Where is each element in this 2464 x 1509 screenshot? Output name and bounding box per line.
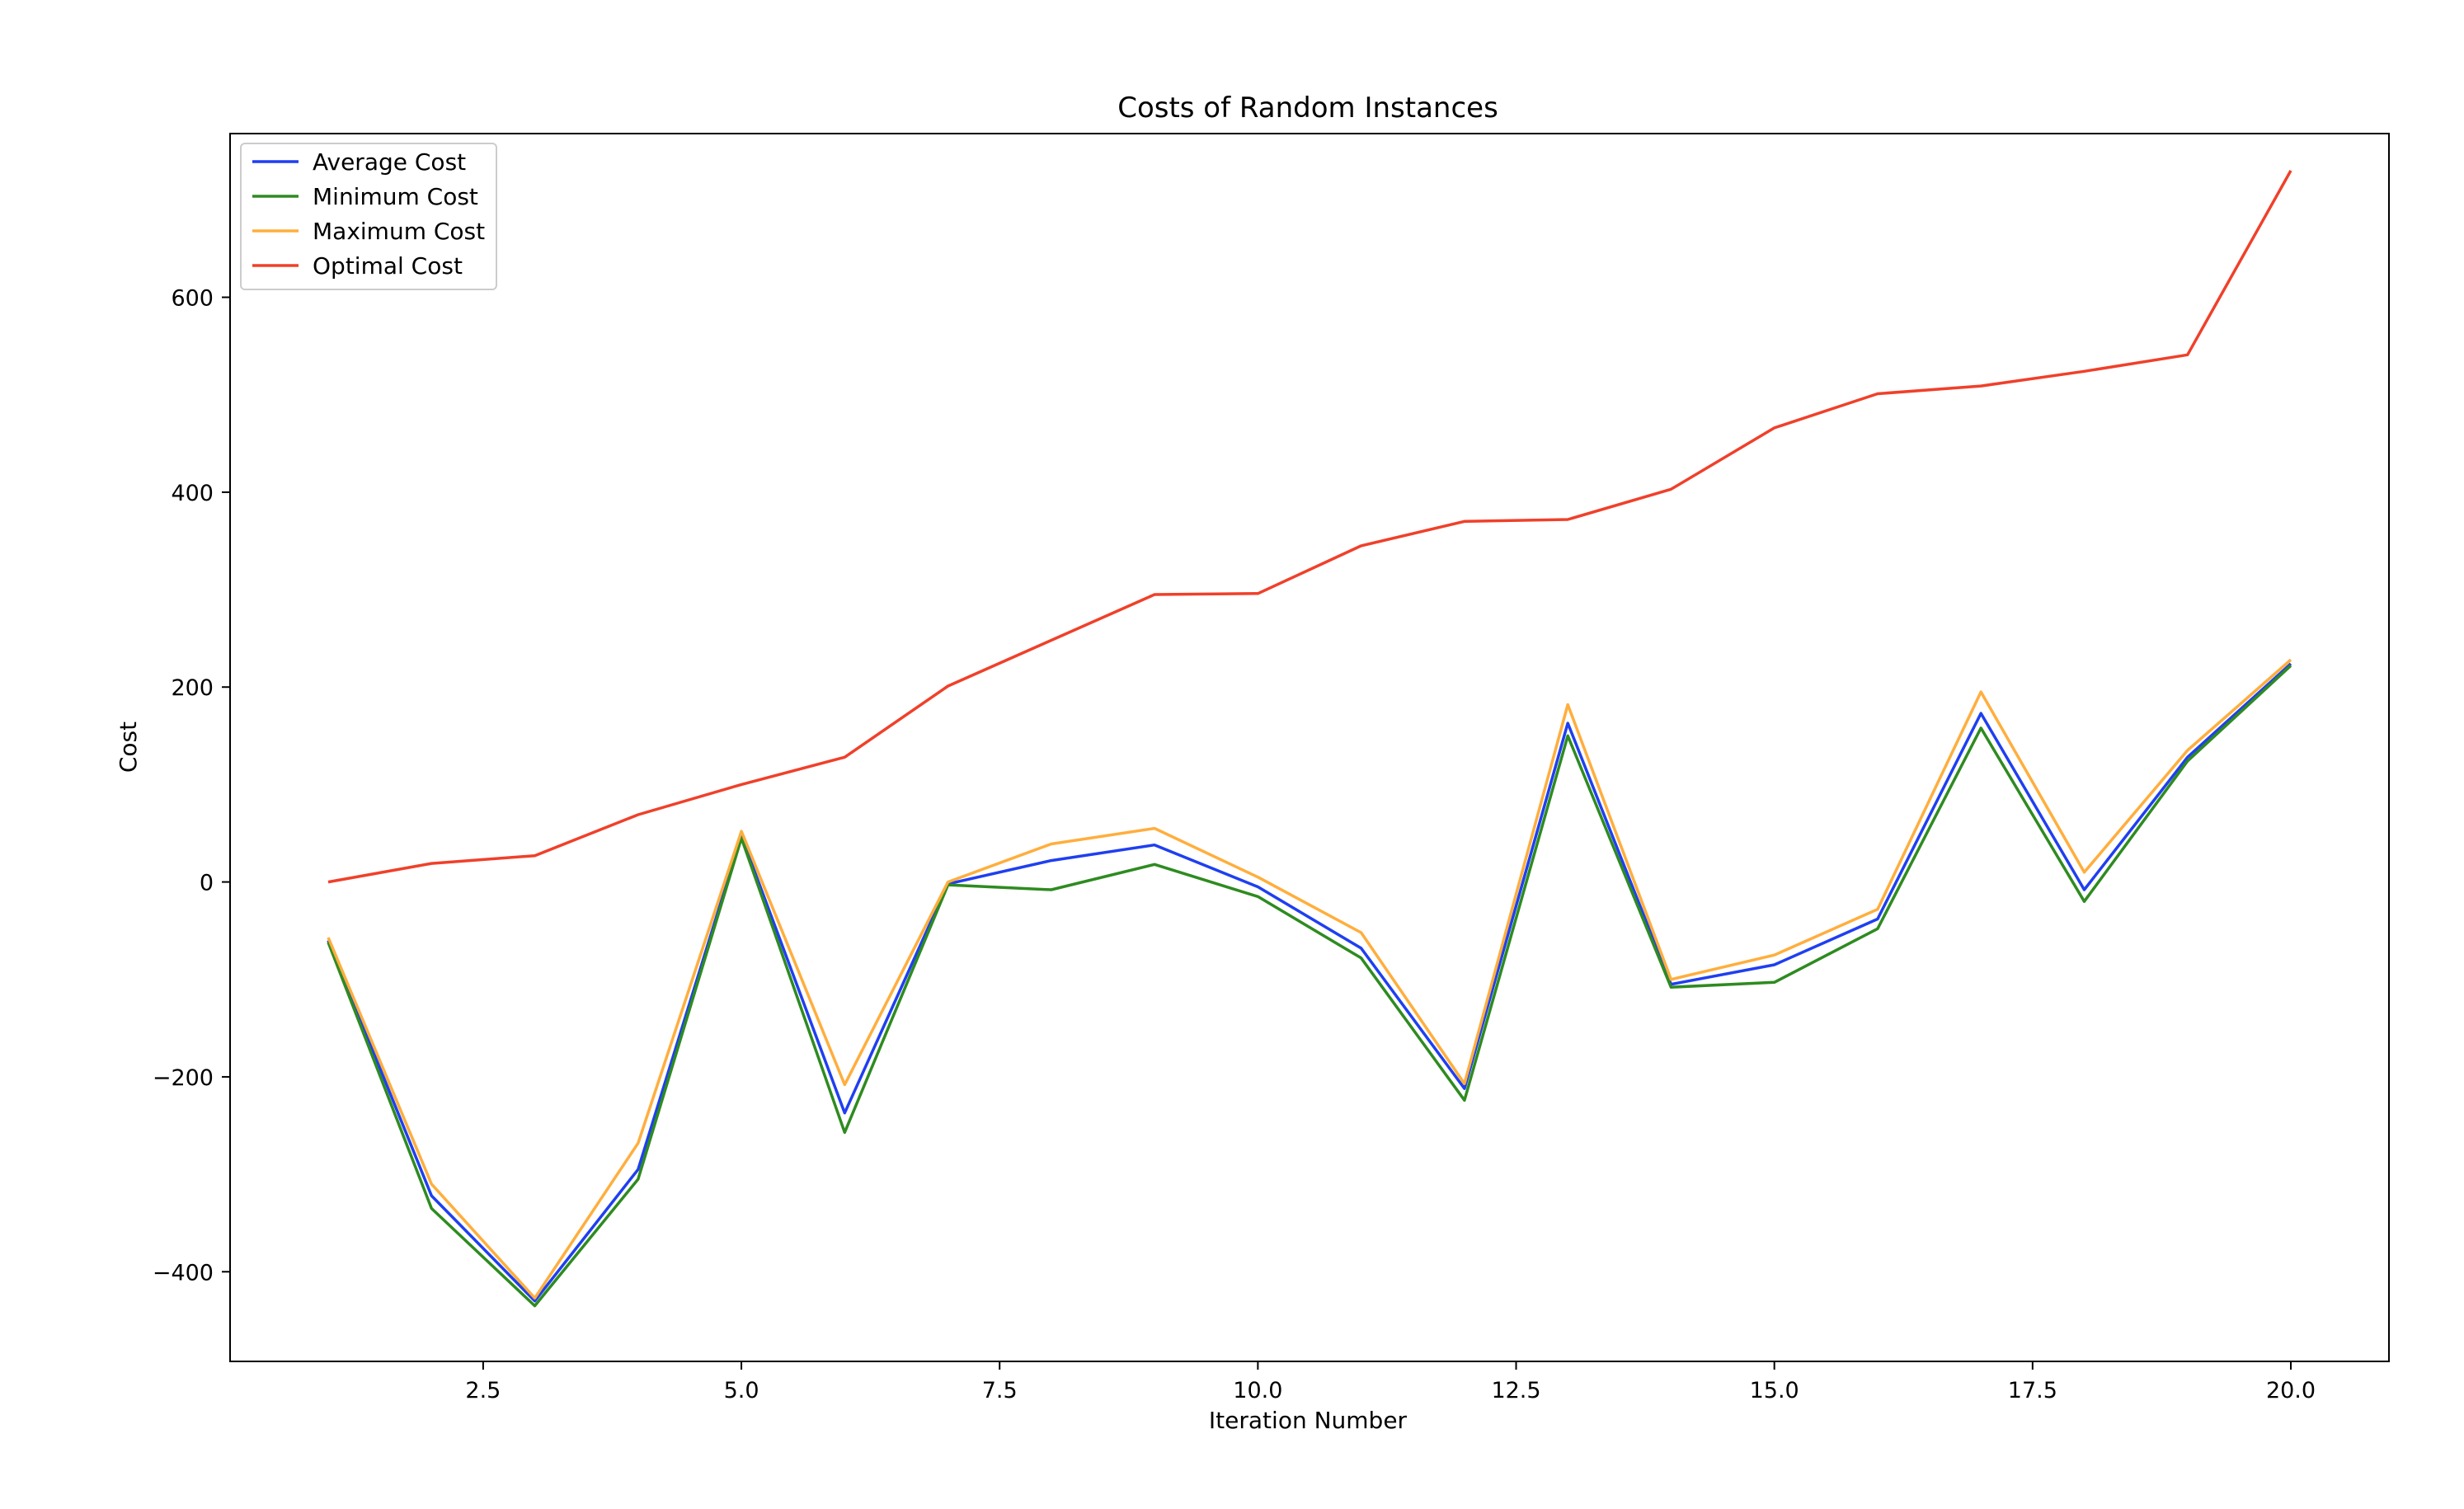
y-tick-label: 200	[171, 675, 214, 701]
plot-frame	[229, 133, 2390, 1362]
legend-label: Optimal Cost	[313, 252, 463, 280]
series-line-maximum-cost	[327, 658, 2292, 1300]
x-tick-label: 12.5	[1491, 1378, 1540, 1403]
y-axis: −400 −200 0 200 400 600	[153, 286, 230, 1286]
series-line-average-cost	[327, 662, 2292, 1303]
x-tick-label: 2.5	[465, 1378, 501, 1403]
series-line-optimal-cost	[327, 170, 2292, 884]
x-tick-label: 7.5	[982, 1378, 1018, 1403]
y-tick-label: 400	[171, 481, 214, 506]
x-tick-label: 10.0	[1233, 1378, 1282, 1403]
y-tick-label: −400	[153, 1260, 214, 1286]
x-axis: 2.5 5.0 7.5 10.0 12.5 15.0 17.5 20.0	[465, 1361, 2316, 1403]
y-tick-label: 600	[171, 286, 214, 312]
x-tick-label: 20.0	[2266, 1378, 2316, 1403]
x-tick-label: 15.0	[1750, 1378, 1799, 1403]
y-tick-label: 0	[200, 871, 214, 896]
legend-frame	[240, 143, 497, 290]
legend-label: Maximum Cost	[313, 218, 485, 245]
legend-label: Minimum Cost	[313, 183, 478, 210]
x-tick-label: 17.5	[2008, 1378, 2057, 1403]
y-axis-label: Cost	[115, 722, 142, 773]
plot-lines	[327, 170, 2292, 1308]
y-tick-label: −200	[153, 1065, 214, 1091]
series-line-minimum-cost	[327, 664, 2292, 1308]
legend: Average Cost Minimum Cost Maximum Cost Opti…	[240, 143, 497, 290]
legend-items: Average Cost Minimum Cost Maximum Cost Opti…	[252, 148, 485, 280]
legend-label: Average Cost	[313, 148, 466, 176]
x-tick-label: 5.0	[724, 1378, 759, 1403]
x-axis-label: Iteration Number	[1209, 1407, 1408, 1434]
chart-title: Costs of Random Instances	[1117, 92, 1498, 125]
